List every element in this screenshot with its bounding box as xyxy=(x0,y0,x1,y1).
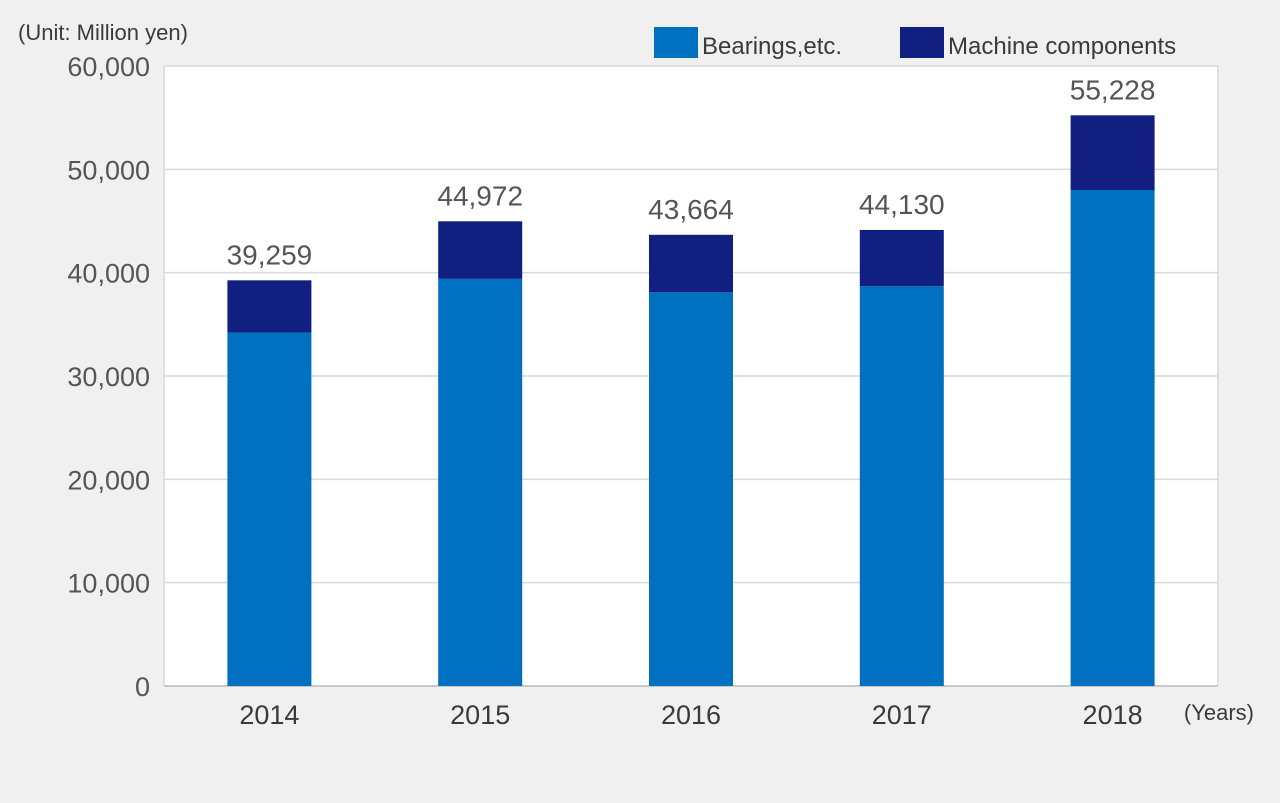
bar-machine-components xyxy=(1070,115,1155,190)
total-labels: 39,259 44,972 43,664 44,130 55,228 xyxy=(227,74,1156,270)
x-tick-label: 2017 xyxy=(872,700,932,730)
total-value-label: 55,228 xyxy=(1070,74,1156,105)
bar-machine-components xyxy=(227,280,312,333)
y-tick-label: 30,000 xyxy=(67,362,150,392)
bar-bearings xyxy=(438,278,523,686)
bar-bearings xyxy=(1070,190,1155,686)
legend-label-machine-components: Machine components xyxy=(948,33,1176,60)
bars xyxy=(227,115,1155,686)
y-tick-label: 10,000 xyxy=(67,569,150,599)
x-tick-label: 2016 xyxy=(661,700,721,730)
x-tick-label: 2018 xyxy=(1083,700,1143,730)
bar-machine-components xyxy=(438,221,523,279)
bar-machine-components xyxy=(859,229,944,287)
y-tick-label: 60,000 xyxy=(67,52,150,82)
total-value-label: 44,972 xyxy=(437,180,523,211)
y-tick-label: 0 xyxy=(135,672,150,702)
bar-bearings xyxy=(649,292,733,686)
total-value-label: 39,259 xyxy=(227,239,313,270)
y-tick-label: 40,000 xyxy=(67,259,150,289)
y-axis-ticks: 0 10,000 20,000 30,000 40,000 50,000 60,000 xyxy=(67,52,150,702)
total-value-label: 43,664 xyxy=(648,194,734,225)
y-tick-label: 20,000 xyxy=(67,465,150,495)
x-tick-label: 2014 xyxy=(239,700,299,730)
legend-label-bearings: Bearings,etc. xyxy=(702,33,842,60)
legend: Bearings,etc. Machine components xyxy=(654,27,1176,60)
y-tick-label: 50,000 xyxy=(67,155,150,185)
unit-label: (Unit: Million yen) xyxy=(18,20,188,45)
x-tick-label: 2015 xyxy=(450,700,510,730)
x-axis-label: (Years) xyxy=(1184,700,1254,725)
bar-bearings xyxy=(859,286,944,686)
legend-swatch-bearings xyxy=(654,27,698,58)
bar-bearings xyxy=(227,332,312,686)
total-value-label: 44,130 xyxy=(859,189,945,220)
legend-swatch-machine-components xyxy=(900,27,944,58)
bar-machine-components xyxy=(649,234,733,293)
x-axis-ticks: 2014 2015 2016 2017 2018 xyxy=(239,700,1142,730)
